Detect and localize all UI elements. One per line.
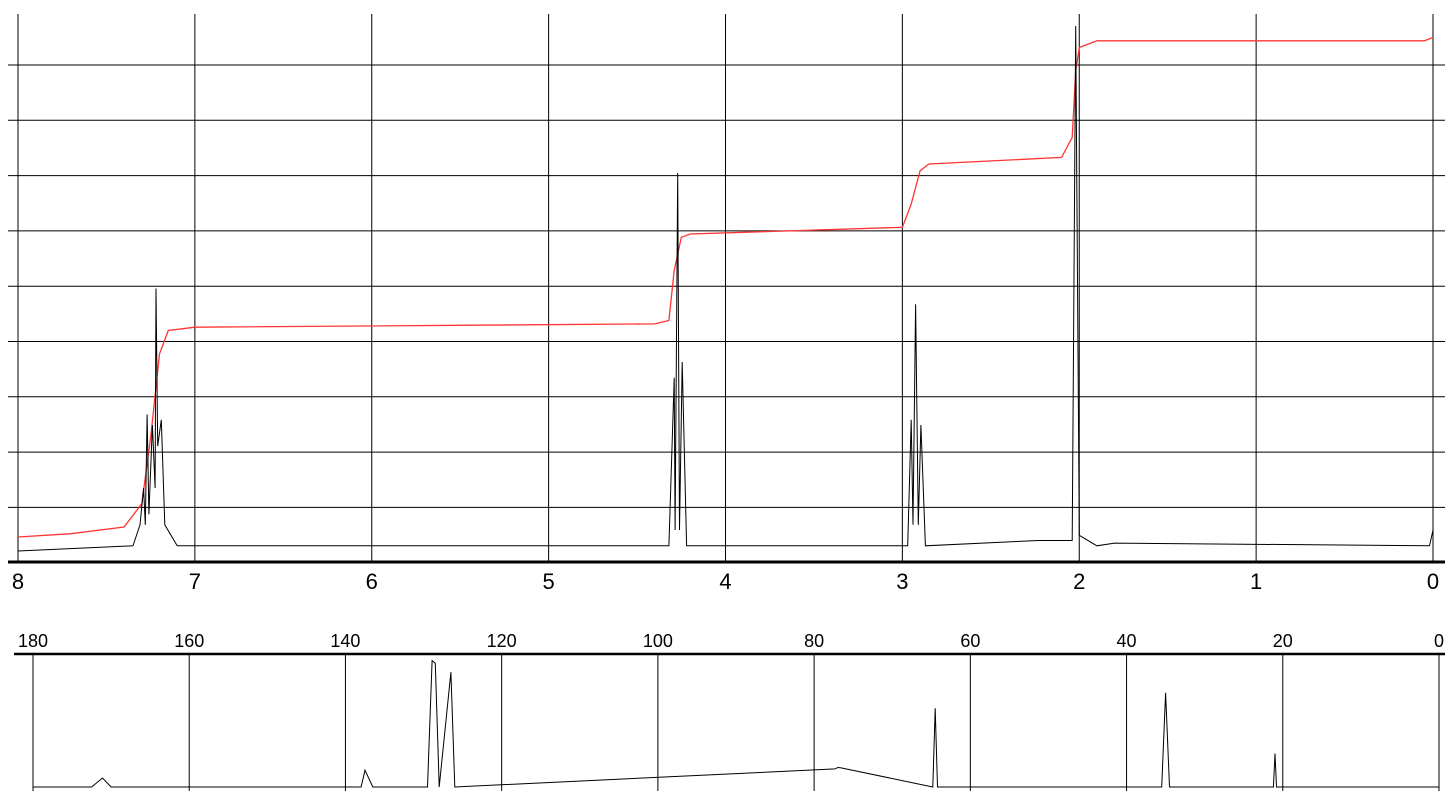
carbon-tick-label: 160	[174, 631, 204, 651]
proton-tick-label: 0	[1427, 569, 1439, 594]
proton-grid	[8, 14, 1445, 564]
carbon-spectrum-panel: 180 160 140 120 100 80 60 40 20 0	[14, 631, 1445, 791]
proton-tick-label: 7	[189, 569, 201, 594]
proton-tick-label: 8	[12, 569, 24, 594]
proton-tick-label: 3	[896, 569, 908, 594]
proton-tick-label: 5	[543, 569, 555, 594]
proton-tick-label: 6	[366, 569, 378, 594]
proton-tick-label: 1	[1250, 569, 1262, 594]
proton-spectrum-trace	[17, 25, 1434, 552]
carbon-axis-ticks: 180 160 140 120 100 80 60 40 20 0	[18, 631, 1444, 651]
carbon-tick-label: 60	[960, 631, 980, 651]
proton-spectrum-panel: 8 7 6 5 4 3 2 1 0	[8, 14, 1445, 594]
carbon-grid	[14, 652, 1445, 791]
carbon-tick-label: 180	[18, 631, 48, 651]
carbon-spectrum-trace	[33, 659, 1439, 788]
carbon-tick-label: 40	[1117, 631, 1137, 651]
carbon-tick-label: 20	[1273, 631, 1293, 651]
carbon-tick-label: 100	[643, 631, 673, 651]
proton-tick-label: 4	[719, 569, 731, 594]
proton-tick-label: 2	[1073, 569, 1085, 594]
carbon-tick-label: 140	[330, 631, 360, 651]
carbon-tick-label: 0	[1434, 631, 1444, 651]
carbon-tick-label: 80	[804, 631, 824, 651]
proton-axis-ticks: 8 7 6 5 4 3 2 1 0	[12, 569, 1439, 594]
carbon-tick-label: 120	[487, 631, 517, 651]
